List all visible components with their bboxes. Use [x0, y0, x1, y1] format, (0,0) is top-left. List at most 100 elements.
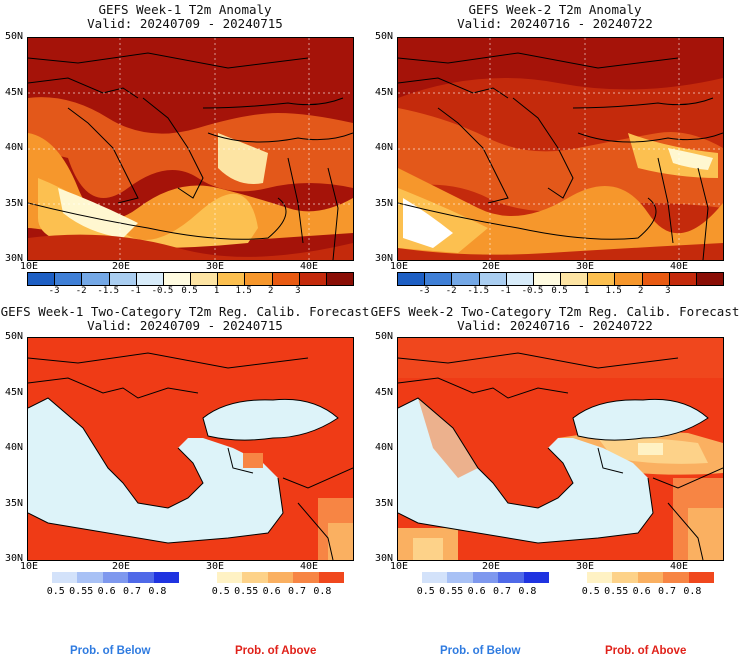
panel1-title-line1: GEFS Week-1 T2m Anomaly	[98, 2, 272, 17]
p3-lat-45: 45N	[5, 387, 24, 398]
anomaly-color-swatch	[109, 273, 137, 285]
anomaly-color-swatch	[163, 273, 192, 285]
p2-lat-50: 50N	[375, 31, 394, 42]
p3-lat-50: 50N	[5, 331, 24, 342]
p1-lon-40: 40E	[300, 261, 319, 272]
probability-color-swatch	[77, 572, 103, 583]
p4-lat-35: 35N	[375, 498, 394, 509]
p4-lat-50: 50N	[375, 331, 394, 342]
probability-tick-label: 0.6	[262, 586, 281, 597]
panel3-title: GEFS Week-1 Two-Category T2m Reg. Calib.…	[0, 305, 370, 333]
panel4-map	[397, 337, 724, 561]
anomaly-color-swatch	[55, 273, 83, 285]
anomaly-color-swatch	[398, 273, 426, 285]
panel4-title: GEFS Week-2 Two-Category T2m Reg. Calib.…	[370, 305, 740, 333]
footer-below-label-right: Prob. of Below	[440, 645, 521, 657]
footer-above-label-left: Prob. of Above	[235, 645, 317, 657]
probability-tick-label: 0.8	[518, 586, 537, 597]
probability-color-swatch	[637, 572, 664, 583]
p2-lat-35: 35N	[375, 198, 394, 209]
probability-tick-label: 0.5	[581, 586, 600, 597]
p1-lat-40: 40N	[5, 142, 24, 153]
anomaly-tick-label: 2	[638, 286, 644, 296]
p3-lon-30: 30E	[206, 561, 225, 572]
probability-color-swatch	[318, 572, 345, 583]
panel1-anomaly-colorbar	[27, 272, 354, 286]
probability-color-swatch	[663, 572, 689, 583]
p1-lat-50: 50N	[5, 31, 24, 42]
anomaly-color-swatch	[452, 273, 480, 285]
panel3-above-colorbar	[217, 572, 345, 583]
probability-tick-label: 0.8	[683, 586, 702, 597]
probability-color-swatch	[242, 572, 268, 583]
anomaly-tick-label: 0.5	[551, 286, 568, 296]
probability-tick-label: 0.5	[46, 586, 65, 597]
anomaly-color-swatch	[136, 273, 164, 285]
probability-tick-label: 0.8	[148, 586, 167, 597]
anomaly-color-swatch	[506, 273, 534, 285]
p4-lat-30: 30N	[375, 553, 394, 564]
probability-color-swatch	[102, 572, 129, 583]
p2-lat-40: 40N	[375, 142, 394, 153]
probability-tick-label: 0.7	[122, 586, 142, 597]
probability-color-swatch	[153, 572, 180, 583]
p1-lat-35: 35N	[5, 198, 24, 209]
probability-color-swatch	[688, 572, 715, 583]
p1-lat-45: 45N	[5, 87, 24, 98]
p3-lat-35: 35N	[5, 498, 24, 509]
anomaly-color-swatch	[615, 273, 643, 285]
p4-lon-10: 10E	[390, 561, 409, 572]
probability-tick-label: 0.55	[234, 586, 259, 597]
anomaly-color-swatch	[82, 273, 110, 285]
panel4-below-colorbar	[422, 572, 550, 583]
footer-above-label-right: Prob. of Above	[605, 645, 687, 657]
anomaly-tick-label: -1	[499, 286, 511, 296]
probability-tick-label: 0.7	[287, 586, 307, 597]
anomaly-color-swatch	[479, 273, 507, 285]
probability-tick-label: 0.6	[467, 586, 486, 597]
anomaly-tick-label: -0.5	[151, 286, 174, 296]
p2-lat-45: 45N	[375, 87, 394, 98]
anomaly-color-swatch	[425, 273, 453, 285]
p4-lat-40: 40N	[375, 442, 394, 453]
panel4-title-line1: GEFS Week-2 Two-Category T2m Reg. Calib.…	[370, 304, 740, 319]
p3-lon-20: 20E	[112, 561, 131, 572]
probability-tick-label: 0.6	[632, 586, 651, 597]
p3-lat-40: 40N	[5, 442, 24, 453]
anomaly-tick-label: -3	[418, 286, 430, 296]
panel2-anomaly-colorbar	[397, 272, 724, 286]
panel1-map	[27, 37, 354, 261]
anomaly-tick-label: -1	[129, 286, 141, 296]
anomaly-tick-label: 2	[268, 286, 274, 296]
p4-lon-30: 30E	[576, 561, 595, 572]
panel3-map	[27, 337, 354, 561]
p2-lat-30: 30N	[375, 253, 394, 264]
footer-below-label-left: Prob. of Below	[70, 645, 151, 657]
panel4-above-colorbar	[587, 572, 715, 583]
probability-tick-label: 0.55	[604, 586, 629, 597]
probability-color-swatch	[498, 572, 524, 583]
p1-lat-30: 30N	[5, 253, 24, 264]
anomaly-tick-label: 1	[583, 286, 590, 296]
anomaly-tick-label: 0.5	[181, 286, 198, 296]
panel1-title: GEFS Week-1 T2m Anomaly Valid: 20240709 …	[0, 3, 370, 31]
anomaly-tick-label: 1	[213, 286, 220, 296]
probability-color-swatch	[293, 572, 319, 583]
anomaly-tick-label: -1.5	[467, 286, 490, 296]
anomaly-color-swatch	[218, 273, 246, 285]
p3-lon-10: 10E	[20, 561, 39, 572]
anomaly-color-swatch	[561, 273, 589, 285]
probability-tick-label: 0.5	[211, 586, 230, 597]
p1-lon-20: 20E	[112, 261, 131, 272]
probability-tick-label: 0.7	[492, 586, 512, 597]
anomaly-tick-label: -0.5	[521, 286, 544, 296]
anomaly-tick-label: -3	[48, 286, 60, 296]
probability-color-swatch	[422, 572, 448, 583]
panel2-title-line1: GEFS Week-2 T2m Anomaly	[468, 2, 642, 17]
anomaly-tick-label: -2	[75, 286, 87, 296]
anomaly-tick-label: 3	[665, 286, 671, 296]
probability-tick-label: 0.7	[657, 586, 677, 597]
anomaly-color-swatch	[299, 273, 327, 285]
anomaly-color-swatch	[191, 273, 219, 285]
p4-lon-20: 20E	[482, 561, 501, 572]
